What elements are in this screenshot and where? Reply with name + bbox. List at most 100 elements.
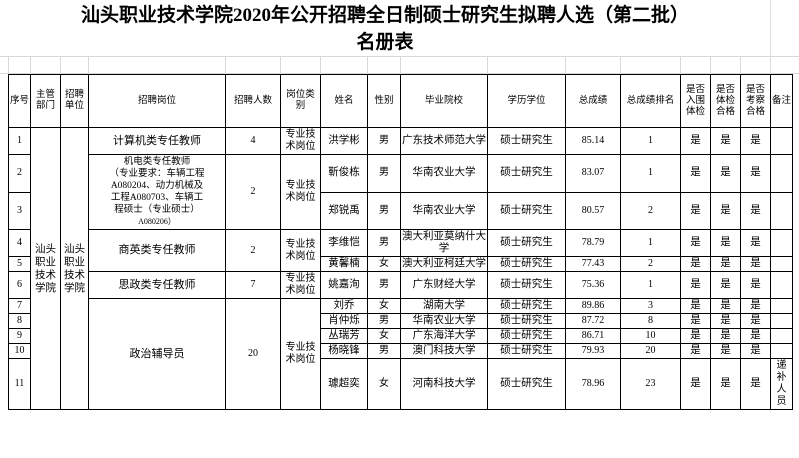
cell-school: 广东财经大学 <box>400 271 488 299</box>
cell-degree: 硕士研究生 <box>487 154 566 193</box>
cell-score-rank: 3 <box>620 298 681 314</box>
cell-gender: 女 <box>367 358 401 410</box>
cell-remark <box>770 343 793 359</box>
cell-degree: 硕士研究生 <box>487 298 566 314</box>
cell-name: 洪学彬 <box>320 127 368 155</box>
table-header-row: 序号 主管部门 招聘单位 招聘岗位 招聘人数 岗位类别 姓名 性别 毕业院校 学… <box>8 74 793 128</box>
cell-total-score: 85.14 <box>565 127 621 155</box>
header-unit: 招聘单位 <box>60 74 89 128</box>
cell-school: 广东海洋大学 <box>400 328 488 344</box>
header-headcount: 招聘人数 <box>225 74 281 128</box>
cell-remark <box>770 298 793 314</box>
cell-no: 4 <box>8 229 31 257</box>
table-row: 1 汕头 职业 技术 学院 汕头 职业 技术 学院 计算机类专任教师 4 专业技术岗位 洪学… <box>8 127 793 410</box>
header-total-score: 总成绩 <box>565 74 621 128</box>
cell-inspection-pass: 是 <box>740 229 771 257</box>
cell-inspection-pass: 是 <box>740 343 771 359</box>
cell-physical-pass: 是 <box>710 229 741 257</box>
cell-position: 计算机类专任教师 <box>88 127 226 155</box>
cell-physical-pass: 是 <box>710 191 741 230</box>
cell-physical-pass: 是 <box>710 343 741 359</box>
cell-physical-shortlist: 是 <box>680 127 711 155</box>
cell-school: 华南农业大学 <box>400 191 488 230</box>
position-line: 程硕士（专业硕士） <box>114 205 200 215</box>
cell-inspection-pass: 是 <box>740 358 771 410</box>
cell-gender: 女 <box>367 328 401 344</box>
cell-gender: 女 <box>367 298 401 314</box>
cell-remark: 递补人员 <box>770 358 793 410</box>
cell-headcount: 4 <box>225 127 281 155</box>
cell-school: 澳大利亚莫纳什大学 <box>400 229 488 257</box>
cell-degree: 硕士研究生 <box>487 271 566 299</box>
cell-no: 10 <box>8 343 31 359</box>
cell-position-category: 专业技术岗位 <box>280 298 321 410</box>
cell-inspection-pass: 是 <box>740 328 771 344</box>
table-row: 5 黄馨楠 女 澳大利亚柯廷大学 硕士研究生 77.43 2 是 是 是 <box>8 256 793 272</box>
cell-physical-shortlist: 是 <box>680 271 711 299</box>
cell-headcount: 2 <box>225 154 281 230</box>
cell-school: 华南农业大学 <box>400 154 488 193</box>
position-line: 工程A080703、车辆工 <box>110 193 204 203</box>
cell-school: 湖南大学 <box>400 298 488 314</box>
cell-inspection-pass: 是 <box>740 313 771 329</box>
table-body: 1 汕头 职业 技术 学院 汕头 职业 技术 学院 计算机类专任教师 4 专业技术岗位 洪学… <box>8 127 793 410</box>
cell-no: 3 <box>8 191 31 230</box>
cell-total-score: 87.72 <box>565 313 621 329</box>
cell-gender: 男 <box>367 127 401 155</box>
cell-score-rank: 8 <box>620 313 681 329</box>
cell-name: 璩超奕 <box>320 358 368 410</box>
cell-physical-pass: 是 <box>710 298 741 314</box>
cell-total-score: 89.86 <box>565 298 621 314</box>
cell-physical-pass: 是 <box>710 358 741 410</box>
cell-physical-shortlist: 是 <box>680 328 711 344</box>
cell-total-score: 83.07 <box>565 154 621 193</box>
cell-score-rank: 1 <box>620 127 681 155</box>
cell-name: 李维恺 <box>320 229 368 257</box>
cell-degree: 硕士研究生 <box>487 191 566 230</box>
cell-name: 肖仲烁 <box>320 313 368 329</box>
cell-remark <box>770 154 793 193</box>
cell-physical-pass: 是 <box>710 271 741 299</box>
cell-degree: 硕士研究生 <box>487 127 566 155</box>
table-row: 11 璩超奕 女 河南科技大学 硕士研究生 78.96 23 是 是 是 递补人… <box>8 358 793 410</box>
cell-physical-pass: 是 <box>710 127 741 155</box>
position-line: （专业要求：车辆工程 <box>109 169 205 179</box>
cell-score-rank: 10 <box>620 328 681 344</box>
cell-unit: 汕头 职业 技术 学院 <box>60 127 89 410</box>
cell-no: 6 <box>8 271 31 299</box>
cell-headcount: 20 <box>225 298 281 410</box>
position-line: A080204、动力机械及 <box>110 181 204 191</box>
table-row: 6 思政类专任教师 7 专业技术岗位 姚嘉洵 男 广东财经大学 硕士研究生 75… <box>8 271 793 299</box>
header-department: 主管部门 <box>30 74 61 128</box>
cell-position: 思政类专任教师 <box>88 271 226 299</box>
cell-no: 5 <box>8 256 31 272</box>
cell-physical-pass: 是 <box>710 328 741 344</box>
header-degree: 学历学位 <box>487 74 566 128</box>
cell-no: 1 <box>8 127 31 155</box>
table-row: 4 商英类专任教师 2 专业技术岗位 李维恺 男 澳大利亚莫纳什大学 硕士研究生… <box>8 229 793 272</box>
cell-inspection-pass: 是 <box>740 256 771 272</box>
cell-position: 商英类专任教师 <box>88 229 226 272</box>
cell-gender: 男 <box>367 271 401 299</box>
cell-total-score: 86.71 <box>565 328 621 344</box>
cell-position-category: 专业技术岗位 <box>280 229 321 272</box>
cell-score-rank: 1 <box>620 229 681 257</box>
cell-score-rank: 1 <box>620 154 681 193</box>
cell-no: 8 <box>8 313 31 329</box>
table-row: 7 政治辅导员 20 专业技术岗位 刘乔 女 湖南大学 硕士研究生 89.86 … <box>8 298 793 410</box>
cell-score-rank: 2 <box>620 191 681 230</box>
header-no: 序号 <box>8 74 31 128</box>
cell-remark <box>770 229 793 257</box>
header-score-rank: 总成绩排名 <box>620 74 681 128</box>
cell-no: 2 <box>8 154 31 193</box>
cell-score-rank: 23 <box>620 358 681 410</box>
header-gender: 性别 <box>367 74 401 128</box>
cell-department: 汕头 职业 技术 学院 <box>30 127 61 410</box>
cell-gender: 男 <box>367 313 401 329</box>
cell-name: 丛瑞芳 <box>320 328 368 344</box>
cell-name: 黄馨楠 <box>320 256 368 272</box>
cell-degree: 硕士研究生 <box>487 328 566 344</box>
cell-total-score: 80.57 <box>565 191 621 230</box>
header-remark: 备注 <box>770 74 793 128</box>
